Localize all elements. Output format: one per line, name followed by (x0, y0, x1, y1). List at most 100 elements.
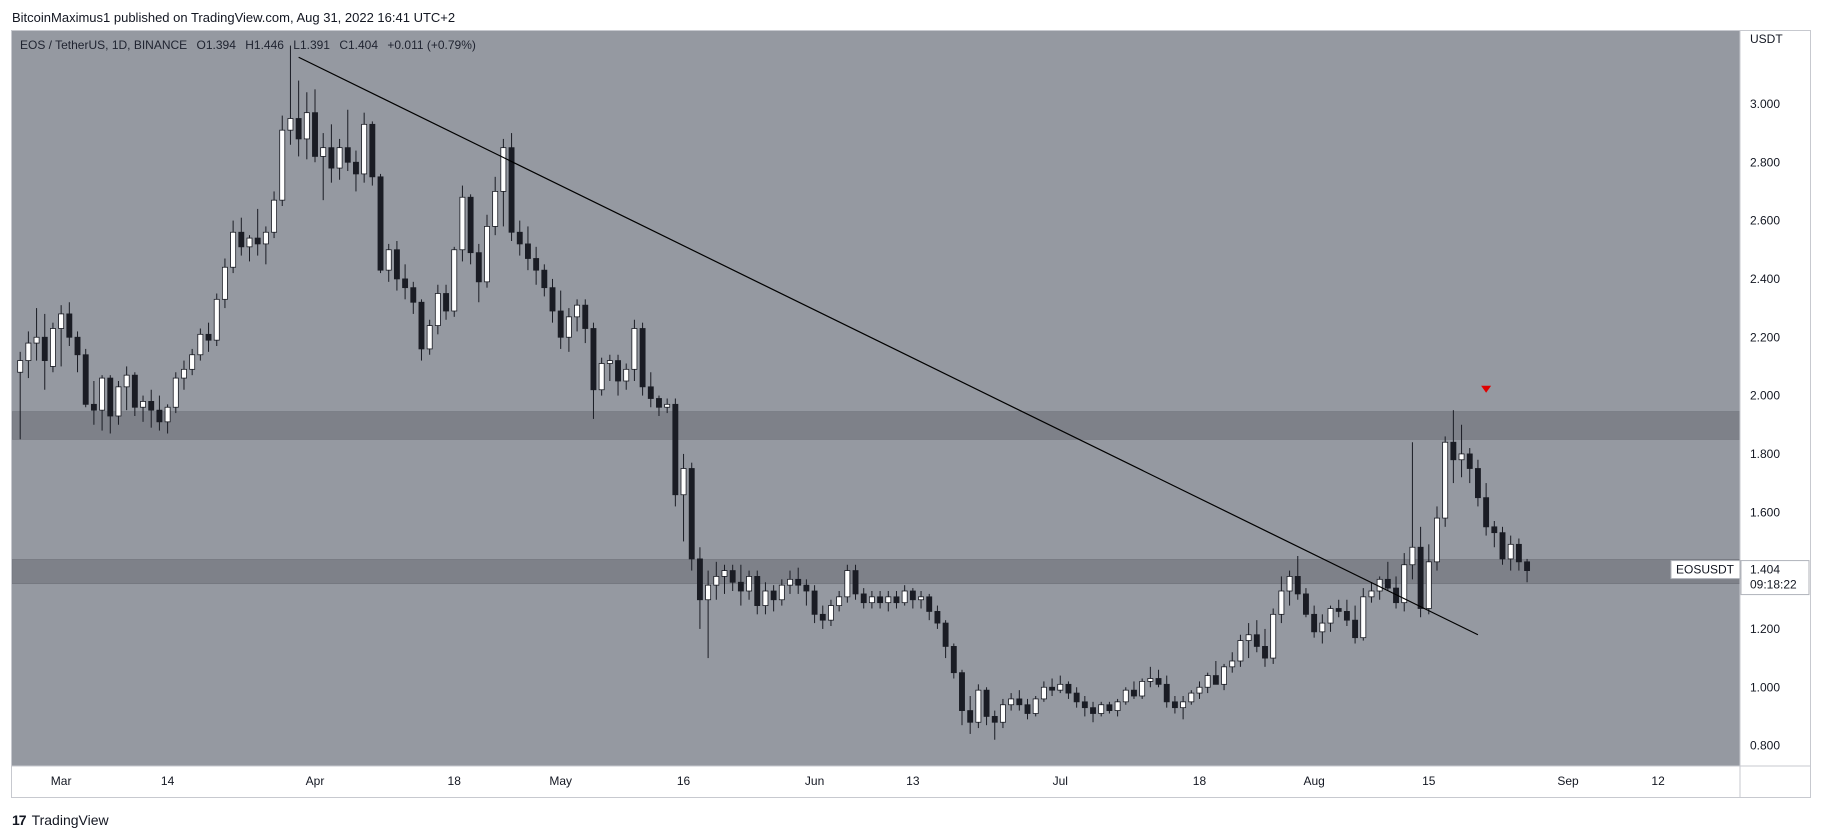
candle-body (459, 196, 466, 251)
publisher-caption: BitcoinMaximus1 published on TradingView… (12, 10, 456, 25)
candle-body (918, 596, 924, 601)
candle-body (836, 596, 843, 606)
candle-body (787, 578, 793, 586)
candle-body (271, 199, 278, 233)
x-tick-label: 14 (161, 774, 175, 788)
candle-body (238, 231, 245, 248)
x-tick-label: Sep (1557, 774, 1579, 788)
candle-body (1278, 590, 1285, 615)
x-tick-label: 13 (906, 774, 920, 788)
candle-body (279, 129, 286, 201)
candle-body (1057, 683, 1064, 691)
candle-body (1073, 692, 1080, 703)
candle-body (688, 468, 695, 560)
y-tick-label: 1.200 (1750, 622, 1780, 636)
candle-body (885, 596, 892, 604)
candle-body (385, 249, 392, 271)
candle-body (1139, 681, 1146, 697)
candle-body (1458, 453, 1465, 461)
candle-body (1286, 576, 1293, 592)
plot-area[interactable] (12, 31, 1740, 766)
candle-body (492, 191, 499, 227)
candle-body (803, 584, 810, 592)
candle-body (590, 328, 597, 391)
candle-body (1483, 497, 1490, 528)
candle-body (1008, 698, 1015, 706)
candle-body (74, 336, 81, 356)
candle-body (148, 401, 155, 411)
x-tick-label: 16 (677, 774, 691, 788)
candle-body (90, 403, 97, 411)
candle-body (443, 293, 449, 312)
x-tick-label: Jul (1053, 774, 1068, 788)
candle-body (1417, 546, 1424, 609)
candle-body (393, 249, 400, 280)
x-tick-label: Jun (805, 774, 824, 788)
candle-body (1360, 596, 1367, 639)
candle-body (860, 593, 867, 604)
candle-body (205, 333, 212, 341)
candle-body (533, 258, 540, 271)
candle-body (1016, 698, 1023, 706)
ticker-tag-label: EOSUSDT (1676, 563, 1735, 577)
candle-body (926, 596, 933, 612)
candle-body (1270, 613, 1277, 659)
last-price-tag (1740, 560, 1810, 596)
candle-body (525, 243, 531, 259)
candle-body (500, 147, 507, 192)
candle-body (631, 328, 638, 370)
candle-body (1294, 576, 1301, 595)
candle-body (475, 252, 482, 283)
candle-body (156, 409, 163, 423)
candle-body (680, 468, 687, 496)
candle-body (1442, 441, 1449, 519)
candle-body (934, 611, 941, 624)
candle-body (541, 269, 548, 289)
x-tick-label: Aug (1303, 774, 1324, 788)
y-tick-label: 2.600 (1750, 214, 1780, 228)
candle-body (402, 278, 409, 289)
price-chart[interactable]: USDT0.8001.0001.2001.4001.6001.8002.0002… (12, 31, 1810, 797)
candle-body (254, 237, 261, 245)
candle-body (426, 325, 433, 350)
candle-body (328, 147, 335, 169)
candle-body (1245, 634, 1252, 641)
candle-body (1253, 634, 1260, 647)
candle-body (983, 689, 990, 717)
candle-body (516, 231, 523, 245)
candle-body (909, 590, 916, 601)
candle-body (721, 570, 728, 577)
candle-body (1171, 701, 1178, 709)
resistance-zone (12, 411, 1741, 440)
y-tick-label: 2.200 (1750, 330, 1780, 344)
candle-body (41, 336, 48, 361)
candle-body (1515, 543, 1522, 563)
candle-body (991, 716, 998, 723)
candle-body (1343, 611, 1350, 621)
candle-body (729, 570, 736, 583)
candle-body (1425, 561, 1432, 609)
legend-close: C1.404 (339, 38, 379, 52)
y-tick-label: 1.800 (1750, 447, 1780, 461)
x-tick-label: Mar (51, 774, 72, 788)
candle-body (565, 316, 572, 338)
legend-symbol: EOS / TetherUS, 1D, BINANCE (20, 38, 188, 52)
candle-body (1450, 441, 1457, 461)
candle-body (959, 672, 965, 711)
legend-open: O1.394 (196, 38, 236, 52)
candle-body (361, 123, 368, 175)
candle-body (1466, 453, 1473, 469)
tradingview-brand[interactable]: TradingView (31, 812, 109, 828)
candle-body (746, 576, 753, 592)
support-zone (12, 559, 1741, 585)
candle-body (1024, 704, 1031, 714)
candle-body (582, 304, 589, 329)
candle-body (1090, 707, 1096, 714)
candle-body (1303, 593, 1309, 615)
candle-body (181, 368, 187, 379)
candle-body (696, 558, 703, 601)
candle-body (140, 401, 146, 408)
tradingview-logo-icon[interactable]: 17 (12, 812, 27, 828)
candle-body (50, 328, 56, 367)
candle-body (942, 622, 949, 647)
